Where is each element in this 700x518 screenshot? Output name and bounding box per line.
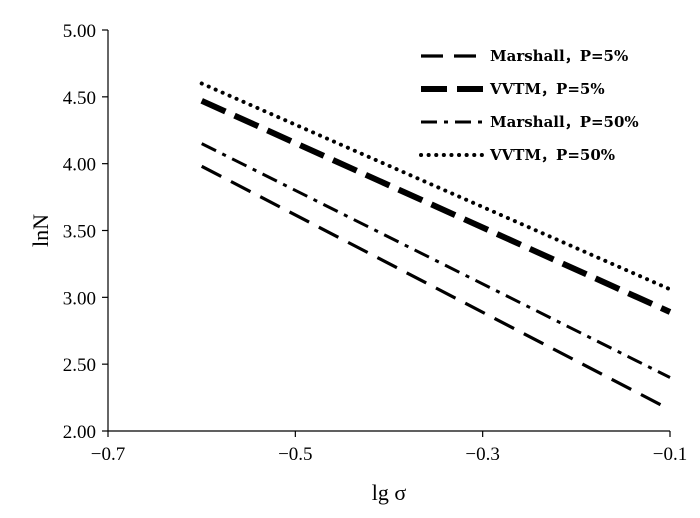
legend-item: VVTM，P=50% — [419, 146, 615, 164]
x-tick-label: −0.5 — [278, 444, 312, 465]
y-tick-label: 4.00 — [63, 155, 96, 176]
legend-label: VVTM，P=50% — [489, 146, 615, 164]
y-tick-label: 3.00 — [63, 288, 96, 309]
x-tick-label: −0.1 — [653, 444, 687, 465]
y-axis-title: lnN — [28, 214, 53, 247]
legend: Marshall，P=5% VVTM，P=5% Marshall，P=50% VVTM… — [419, 47, 639, 164]
legend-label: VVTM，P=5% — [489, 80, 605, 98]
legend-item: VVTM，P=5% — [421, 80, 605, 98]
series-line-1 — [200, 164, 671, 412]
series-lines — [199, 81, 672, 412]
legend-item: Marshall，P=50% — [421, 113, 639, 131]
series-line-3 — [201, 142, 671, 379]
y-axis-title-text: lnN — [28, 214, 53, 247]
y-ticks: 2.00 2.50 3.00 3.50 4.00 4.50 5.00 — [63, 21, 108, 443]
x-axis-title: lg σ — [372, 480, 407, 505]
series-line-2 — [200, 98, 672, 315]
legend-label: Marshall，P=50% — [490, 113, 639, 131]
y-tick-label: 4.50 — [63, 88, 96, 109]
y-tick-label: 2.00 — [63, 422, 96, 443]
x-ticks: −0.7 −0.5 −0.3 −0.1 — [91, 431, 687, 465]
legend-item: Marshall，P=5% — [421, 47, 628, 65]
y-tick-label: 5.00 — [63, 21, 96, 42]
x-axis-title-text: lg σ — [372, 480, 407, 505]
series-line-4 — [199, 81, 672, 292]
y-tick-label: 3.50 — [63, 222, 96, 243]
x-tick-label: −0.7 — [91, 444, 125, 465]
legend-label: Marshall，P=5% — [490, 47, 628, 65]
x-tick-label: −0.3 — [465, 444, 499, 465]
y-tick-label: 2.50 — [63, 355, 96, 376]
